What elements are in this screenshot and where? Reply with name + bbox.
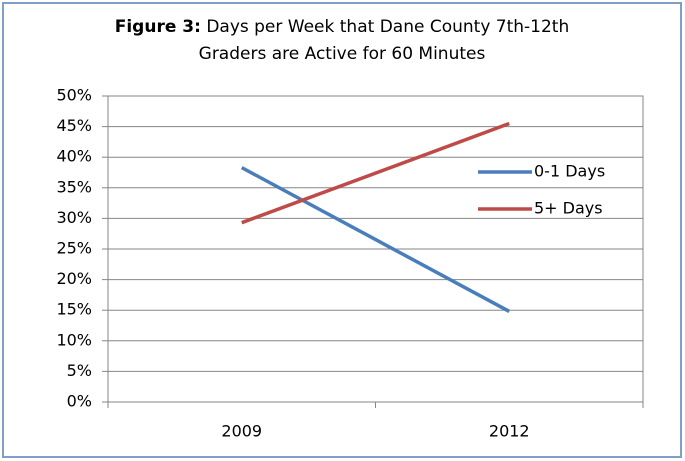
y-tick-label: 40%: [56, 147, 92, 166]
series-line: [241, 121, 510, 225]
legend-label: 5+ Days: [534, 199, 603, 218]
x-tick-label: 2009: [221, 422, 262, 441]
title-label: Figure 3:: [114, 17, 201, 37]
y-tick-label: 5%: [67, 361, 92, 380]
y-tick-label: 35%: [56, 177, 92, 196]
y-tick-label: 10%: [56, 330, 92, 349]
y-tick-label: 20%: [56, 269, 92, 288]
legend-label: 0-1 Days: [534, 162, 605, 181]
y-tick-label: 30%: [56, 208, 92, 227]
title-text: Days per Week that Dane County 7th-12th …: [198, 17, 570, 64]
y-tick-label: 45%: [56, 116, 92, 135]
y-tick-label: 50%: [56, 86, 92, 105]
y-tick-label: 0%: [67, 392, 92, 411]
y-tick-label: 15%: [56, 300, 92, 319]
y-tick-label: 25%: [56, 239, 92, 258]
series-line: [240, 166, 511, 313]
chart-title: Figure 3: Days per Week that Dane County…: [92, 14, 592, 68]
x-tick-label: 2012: [489, 422, 530, 441]
